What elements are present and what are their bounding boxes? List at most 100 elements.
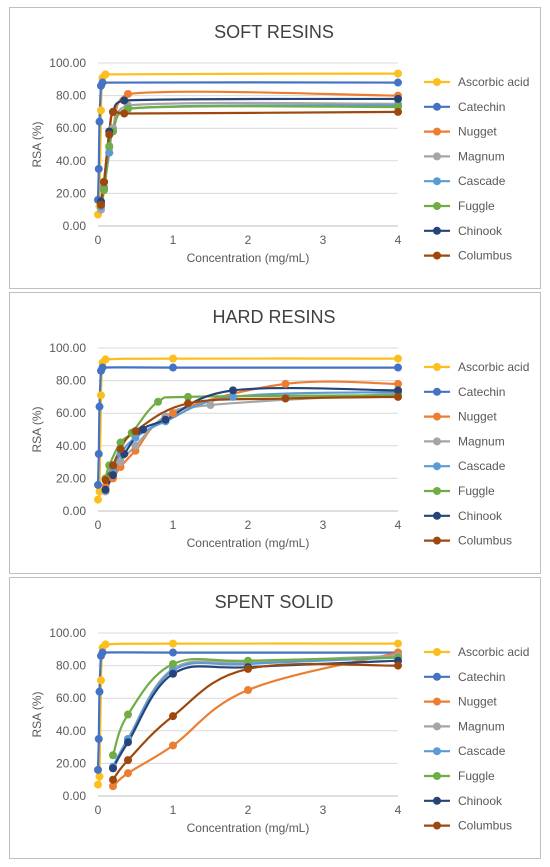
- hard-resins-data-point-fuggle: [154, 397, 162, 406]
- spent-solid-series-line-fuggle: [111, 656, 399, 756]
- soft-resins-data-point-catechin: [98, 78, 107, 87]
- spent-solid-x-tick-label: 2: [245, 803, 252, 817]
- hard-resins-data-point-columbus: [101, 476, 110, 485]
- soft-resins-legend-item-magnum: Magnum: [424, 149, 505, 163]
- hard-resins-data-point-ascorbic-acid: [97, 391, 105, 400]
- soft-resins-y-tick-label: 20.00: [56, 186, 86, 200]
- soft-resins-legend-label: Columbus: [458, 249, 512, 263]
- spent-solid-data-point-columbus: [244, 664, 252, 673]
- soft-resins-y-tick-label: 80.00: [56, 89, 86, 103]
- soft-resins-legend-swatch-marker: [433, 177, 441, 186]
- spent-solid-legend-swatch-marker: [433, 722, 441, 731]
- hard-resins-legend-swatch-marker: [433, 387, 441, 396]
- soft-resins-data-point-catechin: [94, 164, 103, 173]
- spent-solid-data-point-fuggle: [124, 710, 132, 719]
- hard-resins-data-point-catechin: [94, 480, 102, 489]
- soft-resins-legend-item-catechin: Catechin: [424, 100, 505, 114]
- soft-resins-y-tick-label: 100.00: [49, 56, 86, 70]
- hard-resins-legend-item-catechin: Catechin: [424, 385, 505, 399]
- hard-resins-data-point-chinook: [394, 386, 402, 395]
- hard-resins-data-point-ascorbic-acid: [394, 354, 402, 363]
- soft-resins-data-point-columbus: [105, 130, 114, 139]
- hard-resins-title: HARD RESINS: [212, 307, 335, 327]
- soft-resins-x-tick-label: 2: [245, 233, 252, 247]
- hard-resins-data-point-chinook: [101, 485, 110, 494]
- soft-resins-chart: SOFT RESINS 0.00 20.00 40.00 60.00 80.00 100.0…: [30, 22, 529, 265]
- soft-resins-legend-item-ascorbic-acid: Ascorbic acid: [424, 75, 529, 89]
- spent-solid-x-tick-label: 0: [95, 803, 102, 817]
- hard-resins-data-point-ascorbic-acid: [95, 487, 104, 496]
- soft-resins-data-point-ascorbic-acid: [394, 69, 402, 78]
- soft-resins-legend-item-chinook: Chinook: [424, 224, 503, 238]
- hard-resins-data-point-catechin: [94, 449, 103, 458]
- hard-resins-data-point-catechin: [169, 363, 177, 372]
- soft-resins-data-point-columbus: [394, 107, 402, 116]
- soft-resins-x-axis-label: Concentration (mg/mL): [187, 251, 310, 265]
- spent-solid-x-tick-label: 4: [395, 803, 402, 817]
- hard-resins-x-tick-label: 3: [320, 518, 327, 532]
- spent-solid-data-point-catechin: [94, 765, 102, 774]
- hard-resins-legend-label: Cascade: [458, 459, 506, 473]
- soft-resins-data-point-columbus: [109, 107, 117, 116]
- hard-resins-legend-label: Ascorbic acid: [458, 360, 529, 374]
- spent-solid-legend-item-fuggle: Fuggle: [424, 769, 495, 783]
- spent-solid-legend-label: Magnum: [458, 719, 505, 733]
- hard-resins-legend-label: Chinook: [458, 509, 503, 523]
- hard-resins-data-point-columbus: [281, 394, 290, 403]
- soft-resins-data-point-ascorbic-acid: [101, 70, 110, 79]
- hard-resins-y-tick-label: 80.00: [56, 374, 86, 388]
- hard-resins-legend-label: Fuggle: [458, 484, 495, 498]
- soft-resins-legend-label: Fuggle: [458, 199, 495, 213]
- soft-resins-legend-item-cascade: Cascade: [424, 174, 506, 188]
- spent-solid-data-point-nugget: [109, 782, 117, 791]
- hard-resins-data-point-magnum: [206, 401, 215, 410]
- soft-resins-legend-swatch-marker: [433, 102, 441, 111]
- spent-solid-y-tick-label: 60.00: [56, 691, 86, 705]
- hard-resins-y-tick-label: 20.00: [56, 471, 86, 485]
- hard-resins-legend-swatch-marker: [433, 487, 441, 495]
- spent-solid-legend-label: Nugget: [458, 695, 497, 709]
- soft-resins-legend-label: Catechin: [458, 100, 505, 114]
- soft-resins-legend-label: Nugget: [458, 125, 497, 139]
- spent-solid-x-axis-label: Concentration (mg/mL): [187, 821, 310, 835]
- hard-resins-data-point-nugget: [281, 379, 290, 388]
- chart-panel-soft-resins: SOFT RESINS 0.00 20.00 40.00 60.00 80.00 100.0…: [9, 7, 541, 289]
- hard-resins-series-line-chinook: [104, 386, 399, 491]
- spent-solid-legend-item-nugget: Nugget: [424, 695, 497, 709]
- hard-resins-y-tick-label: 40.00: [56, 439, 86, 453]
- spent-solid-y-tick-label: 40.00: [56, 724, 86, 738]
- hard-resins-legend-item-cascade: Cascade: [424, 459, 506, 473]
- spent-solid-legend-swatch-marker: [433, 796, 441, 805]
- hard-resins-data-point-columbus: [394, 392, 402, 401]
- spent-solid-series-line-nugget: [112, 651, 399, 788]
- hard-resins-data-point-magnum: [131, 441, 140, 450]
- hard-resins-legend-swatch-marker: [433, 363, 441, 371]
- soft-resins-data-point-columbus: [120, 109, 129, 118]
- soft-resins-legend-swatch-marker: [433, 127, 441, 136]
- soft-resins-data-point-fuggle: [105, 142, 114, 151]
- hard-resins-data-point-fuggle: [184, 392, 192, 401]
- hard-resins-data-point-ascorbic-acid: [101, 355, 110, 364]
- hard-resins-data-point-nugget: [394, 379, 402, 388]
- soft-resins-data-point-catechin: [394, 78, 402, 87]
- spent-solid-data-point-columbus: [109, 775, 117, 784]
- hard-resins-data-point-columbus: [109, 461, 117, 470]
- soft-resins-title: SOFT RESINS: [214, 22, 334, 42]
- spent-solid-legend-label: Chinook: [458, 794, 503, 808]
- soft-resins-legend-swatch-marker: [433, 78, 441, 86]
- soft-resins-data-point-fuggle: [100, 186, 108, 195]
- spent-solid-data-point-ascorbic-acid: [394, 639, 402, 648]
- hard-resins-legend-label: Magnum: [458, 434, 505, 448]
- soft-resins-y-tick-label: 40.00: [56, 154, 86, 168]
- spent-solid-series-line-columbus: [112, 662, 399, 781]
- chart-panel-hard-resins: HARD RESINS 0.00 20.00 40.00 60.00 80.00 100.0…: [9, 292, 541, 574]
- spent-solid-y-tick-label: 100.00: [49, 626, 86, 640]
- spent-solid-legend-label: Columbus: [458, 819, 512, 833]
- soft-resins-series-line-cascade: [99, 104, 399, 207]
- spent-solid-legend-swatch-marker: [433, 821, 441, 830]
- spent-solid-data-point-nugget: [169, 741, 177, 750]
- hard-resins-data-point-catechin: [394, 363, 402, 372]
- hard-resins-legend-swatch-marker: [433, 536, 441, 545]
- spent-solid-data-point-nugget: [244, 686, 252, 695]
- spent-solid-title: SPENT SOLID: [215, 592, 334, 612]
